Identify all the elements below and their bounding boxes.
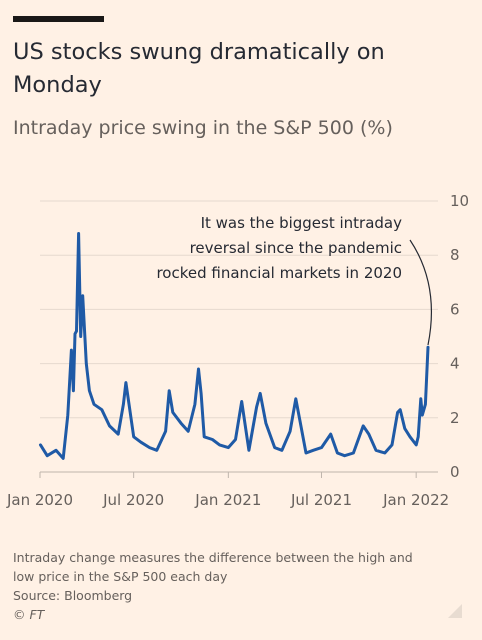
annotation-line-3: rocked financial markets in 2020 — [156, 264, 402, 282]
y-tick-label: 4 — [450, 355, 460, 373]
annotation-line-2: reversal since the pandemic — [190, 239, 402, 257]
footnote-line-1: Intraday change measures the difference … — [13, 550, 413, 565]
footnote-line-2: low price in the S&P 500 each day — [13, 569, 228, 584]
line-chart: 0 2 4 6 8 10 Jan 2020 Jul 2020 Jan 2021 Jul 2021 J… — [6, 192, 469, 509]
x-tick-label: Jan 2021 — [194, 491, 261, 509]
source-line: Source: Bloomberg — [13, 588, 133, 603]
ft-brand-bar — [13, 16, 104, 22]
chart-subtitle: Intraday price swing in the S&P 500 (%) — [13, 117, 393, 139]
annotation-connector — [409, 239, 433, 346]
y-tick-label: 0 — [450, 463, 460, 481]
y-tick-label: 8 — [450, 246, 460, 264]
x-tick-label: Jan 2022 — [382, 491, 449, 509]
copyright-line: © FT — [13, 607, 45, 622]
x-tick-label: Jul 2020 — [102, 491, 164, 509]
annotation-line-1: It was the biggest intraday — [201, 214, 403, 232]
chart-footer: Intraday change measures the difference … — [13, 548, 473, 624]
y-tick-label: 6 — [450, 300, 460, 318]
series-line-sp500-swing — [39, 232, 430, 460]
x-tick-label: Jul 2021 — [290, 491, 352, 509]
resize-corner-icon — [448, 604, 462, 618]
x-tick-label: Jan 2020 — [6, 491, 73, 509]
chart-title: US stocks swung dramatically on Monday — [13, 39, 385, 98]
y-tick-label: 2 — [450, 409, 460, 427]
y-tick-label: 10 — [450, 192, 469, 210]
